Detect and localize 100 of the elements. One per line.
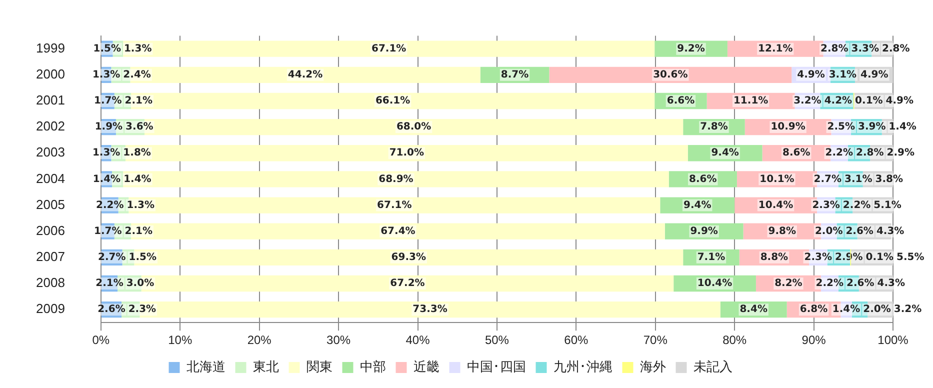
data-label: 7.8% [700, 122, 728, 133]
x-tick-label: 0% [92, 333, 110, 348]
data-label: 2.2% [816, 278, 844, 290]
data-label: 1.4% [124, 174, 152, 185]
data-label: 2.6% [98, 304, 126, 316]
y-tick-label: 2000 [36, 66, 65, 82]
data-label: 2.0% [863, 304, 891, 316]
data-label: 2.2% [825, 148, 854, 159]
y-tick-label: 2009 [36, 301, 65, 316]
x-tick-label: 80% [722, 333, 747, 348]
legend-label: 中部 [360, 359, 386, 374]
x-tick-label: 20% [247, 333, 272, 348]
data-label: 1.9% [94, 122, 123, 133]
data-label: 67.1% [371, 43, 406, 54]
data-label: 5.1% [874, 200, 902, 211]
data-label: 3.3% [851, 43, 879, 54]
legend-label: 北海道 [186, 359, 226, 374]
data-label: 2.0% [814, 226, 843, 237]
data-label: 67.4% [380, 226, 416, 237]
data-label: 4.9% [860, 70, 888, 81]
data-label: 12.1% [758, 43, 793, 54]
data-label: 1.7% [94, 96, 122, 107]
data-label: 2.6% [846, 278, 874, 290]
data-label: 2.1% [124, 96, 153, 107]
data-label: 2.9% [886, 148, 914, 159]
data-label: 1.4% [888, 122, 916, 133]
data-label: 66.1% [375, 96, 410, 107]
data-label: 2.1% [96, 278, 124, 290]
data-label: 44.2% [288, 70, 323, 81]
data-label: 2.3% [128, 304, 156, 316]
data-label: 3.1% [828, 70, 857, 81]
data-label: 11.1% [733, 96, 768, 107]
legend-label: 東北 [252, 359, 279, 374]
x-tick-label: 60% [564, 333, 588, 348]
data-label: 9.4% [711, 148, 739, 159]
x-tick-label: 10% [168, 333, 192, 348]
data-label: 1.8% [123, 148, 151, 159]
data-label: 1.3% [92, 70, 120, 81]
data-label: 2.8% [882, 43, 910, 54]
y-tick-label: 2006 [36, 222, 65, 238]
data-label: 3.8% [875, 174, 903, 185]
data-label: 10.9% [770, 122, 806, 133]
data-label: 1.5% [128, 252, 156, 264]
y-tick-label: 1999 [36, 40, 65, 56]
data-label: 2.5% [827, 122, 855, 133]
y-tick-label: 2002 [36, 118, 65, 134]
data-label: 0.1% [866, 252, 894, 264]
data-label: 8.8% [760, 252, 788, 264]
data-label: 2.9% [835, 252, 863, 264]
data-label: 2.8% [820, 43, 848, 54]
data-label: 4.2% [824, 96, 852, 107]
data-label: 2.7% [814, 174, 842, 185]
data-label: 4.3% [877, 278, 905, 290]
data-label: 6.6% [666, 96, 695, 107]
data-label: 4.9% [886, 96, 914, 107]
data-label: 8.4% [740, 304, 768, 316]
data-label: 2.6% [846, 226, 874, 237]
legend-label: 近畿 [413, 359, 440, 374]
legend-label: 中国･四国 [466, 359, 526, 374]
data-label: 67.1% [377, 200, 412, 211]
data-label: 10.1% [760, 174, 794, 185]
data-label: 71.0% [389, 148, 424, 159]
data-label: 3.9% [858, 122, 886, 133]
data-label: 3.1% [844, 174, 872, 185]
data-label: 9.8% [768, 226, 796, 237]
y-tick-label: 2001 [36, 92, 65, 108]
data-label: 2.4% [123, 70, 151, 81]
x-tick-label: 100% [878, 333, 909, 348]
data-label: 7.1% [697, 252, 726, 264]
x-tick-label: 50% [484, 333, 510, 348]
data-label: 8.7% [500, 70, 529, 81]
x-tick-label: 90% [802, 333, 826, 348]
data-label: 8.2% [774, 278, 802, 290]
data-label: 3.2% [794, 96, 822, 107]
data-label: 1.5% [93, 43, 121, 54]
data-label: 68.0% [396, 122, 432, 133]
data-label: 3.6% [126, 122, 154, 133]
data-label: 9.2% [677, 43, 705, 54]
data-label: 67.2% [390, 278, 425, 290]
legend-label: 関東 [306, 359, 332, 374]
y-tick-label: 2004 [36, 170, 65, 186]
data-label: 1.7% [94, 226, 122, 237]
data-label: 3.0% [126, 278, 154, 290]
data-label: 3.2% [894, 304, 922, 316]
data-label: 2.3% [812, 200, 840, 211]
data-label: 1.3% [126, 200, 154, 211]
x-tick-label: 40% [406, 333, 430, 348]
y-tick-label: 2008 [36, 275, 65, 290]
data-label: 2.2% [842, 200, 871, 211]
data-label: 1.4% [832, 304, 860, 316]
data-label: 2.7% [98, 252, 126, 264]
data-label: 1.4% [92, 174, 121, 185]
data-label: 9.4% [683, 200, 712, 211]
data-label: 6.8% [800, 304, 828, 316]
legend-label: 海外 [640, 359, 666, 374]
data-label: 5.5% [896, 252, 924, 264]
data-label: 10.4% [697, 278, 732, 290]
data-label: 8.6% [689, 174, 717, 185]
data-label: 4.9% [797, 70, 825, 81]
data-label: 69.3% [391, 252, 426, 264]
